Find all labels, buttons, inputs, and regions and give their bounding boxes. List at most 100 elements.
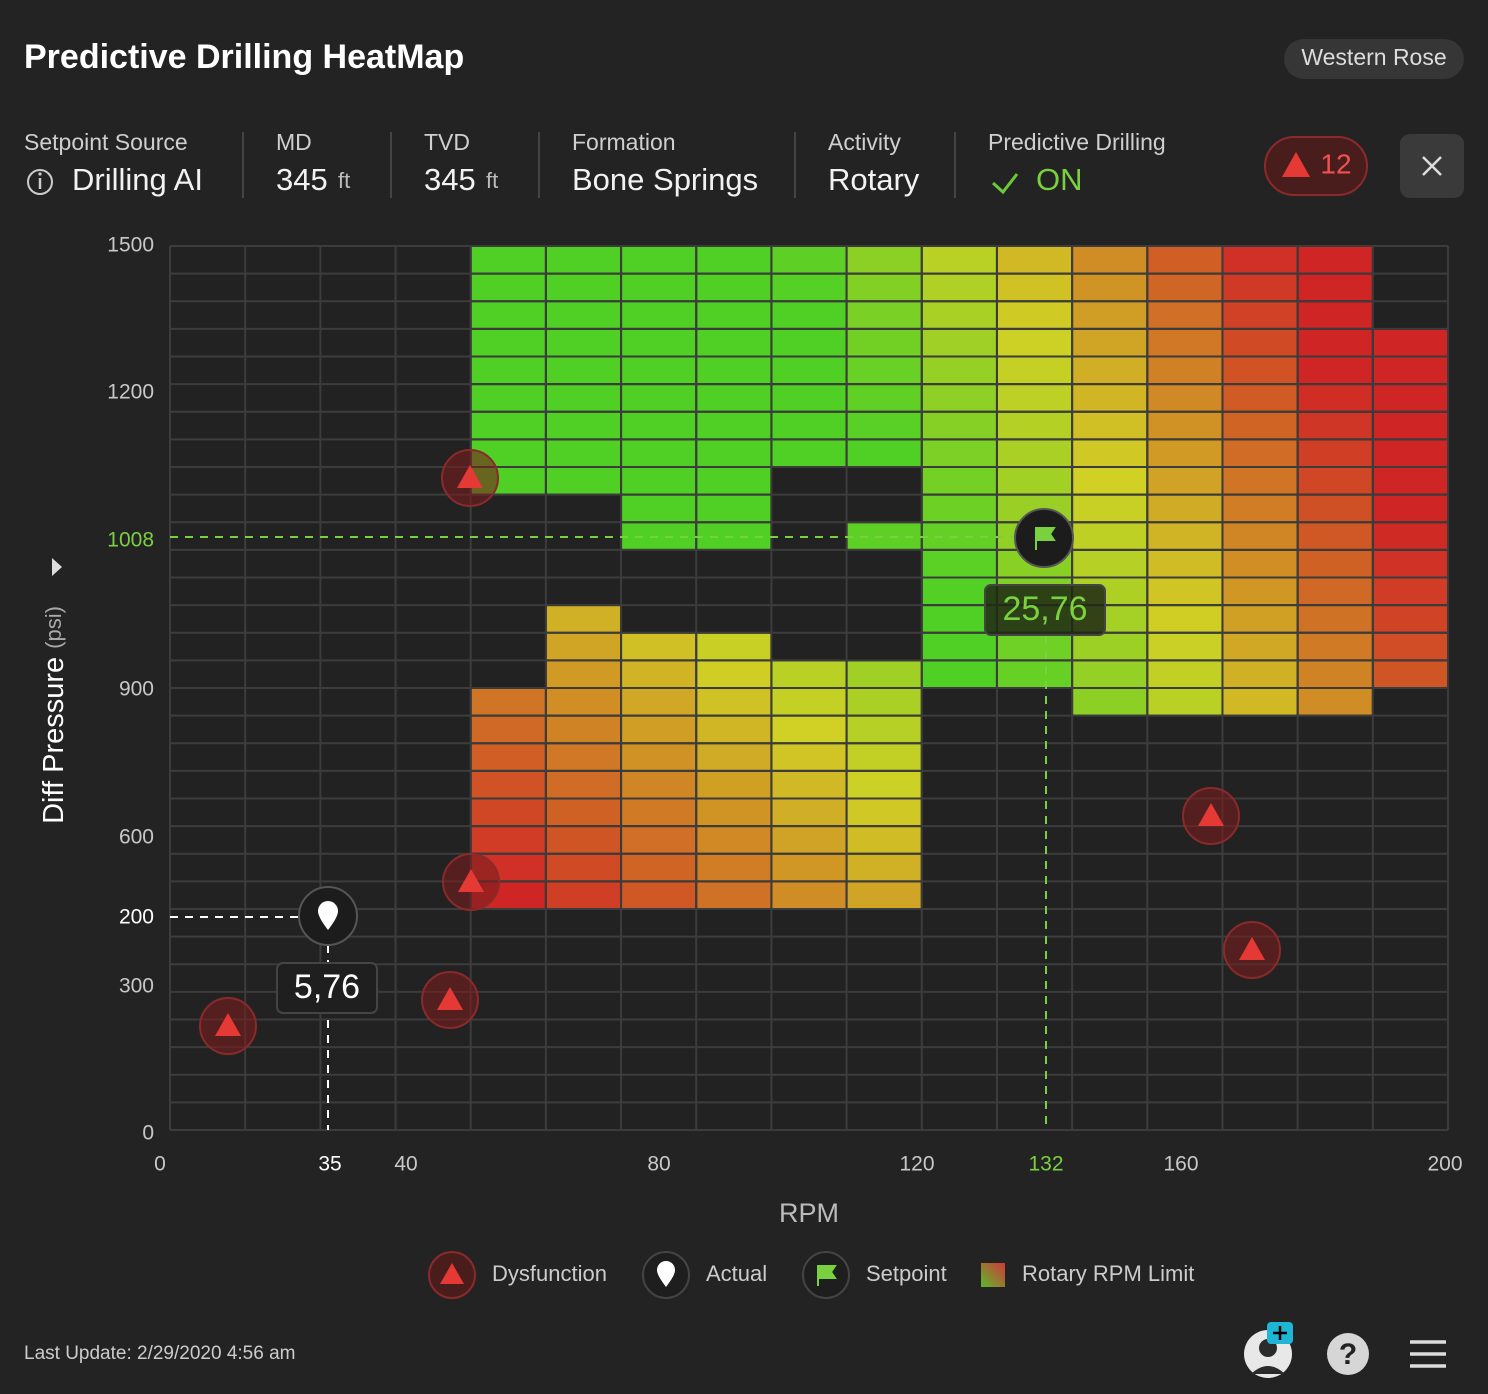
heat-cell	[1073, 302, 1147, 328]
setpoint-label: 25,76	[1002, 590, 1087, 628]
heat-cell	[622, 661, 696, 687]
heat-cell	[1148, 468, 1222, 494]
heat-cell	[922, 329, 996, 356]
heat-cell	[546, 247, 621, 273]
setpoint-label-box	[984, 584, 1106, 636]
stat-label: Setpoint Source	[24, 129, 188, 155]
heat-cell	[1223, 468, 1297, 494]
heat-cell	[1148, 440, 1222, 466]
heat-cell	[1373, 357, 1447, 384]
axis-toggle[interactable]	[52, 558, 62, 576]
y-tick-label: 300	[119, 975, 154, 998]
alert-count: 12	[1320, 148, 1351, 179]
heat-cell	[546, 716, 621, 743]
heat-cell	[1298, 578, 1372, 605]
heat-cell	[697, 771, 771, 798]
heat-cell	[697, 440, 771, 466]
heat-cell	[622, 247, 696, 273]
avatar-plus	[1273, 1326, 1287, 1340]
help-button[interactable]	[1327, 1333, 1369, 1375]
heat-cell	[772, 357, 846, 384]
heat-cell	[1223, 633, 1297, 660]
heat-cell	[546, 689, 621, 715]
heat-cell	[1298, 633, 1372, 660]
stat-value: 345	[276, 162, 328, 197]
heat-cell	[997, 274, 1072, 301]
heat-cell	[997, 357, 1072, 384]
heat-cell	[1073, 385, 1147, 411]
heat-cell	[471, 274, 545, 301]
help-icon: ?	[1339, 1338, 1357, 1371]
heat-cell	[1223, 661, 1297, 687]
heat-cell	[622, 329, 696, 356]
heat-cell	[471, 412, 545, 439]
badge-bg	[1284, 39, 1464, 79]
legend-label: Rotary RPM Limit	[1022, 1261, 1194, 1286]
heat-cell	[622, 827, 696, 853]
heat-cell	[1223, 523, 1297, 549]
heat-cell	[622, 882, 696, 908]
stat-unit: ft	[486, 168, 498, 193]
heat-cell	[772, 440, 846, 466]
menu-button[interactable]	[1410, 1340, 1446, 1368]
heat-cell	[1223, 412, 1297, 439]
heat-cell	[1373, 440, 1447, 466]
heat-cell	[697, 882, 771, 908]
heat-cell	[1223, 606, 1297, 632]
heat-cell	[847, 357, 921, 384]
heat-cell	[1073, 550, 1147, 577]
legend-pin	[657, 1261, 675, 1287]
heat-cell	[622, 689, 696, 715]
heat-cell	[922, 495, 996, 522]
heat-cell	[1073, 661, 1147, 687]
heat-cell	[922, 302, 996, 328]
heat-cell	[697, 274, 771, 301]
heat-cell	[1148, 606, 1222, 632]
heat-cell	[1223, 329, 1297, 356]
heat-cell	[1073, 412, 1147, 439]
heat-cell	[997, 412, 1072, 439]
stats: Setpoint Source Drilling AI MD 345 ft TV…	[24, 129, 1166, 198]
heat-cell	[546, 633, 621, 660]
x-tick-label: 120	[899, 1153, 934, 1176]
badge[interactable]: Western Rose	[1301, 44, 1446, 70]
y-tick-label: 600	[119, 826, 154, 849]
heat-cell	[847, 247, 921, 273]
heat-cell	[471, 302, 545, 328]
heat-cell	[622, 771, 696, 798]
heat-cell	[622, 633, 696, 660]
heat-cell	[697, 302, 771, 328]
heat-cell	[922, 606, 996, 632]
heat-cell	[772, 744, 846, 770]
heat-cell	[1373, 661, 1447, 687]
heat-cell	[697, 799, 771, 826]
heat-cell	[1148, 329, 1222, 356]
heat-cell	[697, 247, 771, 273]
heat-cell	[997, 247, 1072, 273]
x-tick-label: 35	[318, 1153, 341, 1176]
x-tick-label: 40	[394, 1153, 417, 1176]
heat-cell	[471, 385, 545, 411]
heat-cell	[471, 827, 545, 853]
heat-cell	[922, 633, 996, 660]
heat-cell	[546, 854, 621, 881]
alert-button[interactable]	[1264, 136, 1368, 196]
heat-cell	[772, 412, 846, 439]
heat-cell	[697, 633, 771, 660]
stat-label: Formation	[572, 129, 676, 155]
heat-cell	[922, 357, 996, 384]
heat-cell	[1148, 550, 1222, 577]
heat-cell	[622, 302, 696, 328]
heat-cell	[1148, 633, 1222, 660]
heat-cell	[922, 661, 996, 687]
heat-cell	[1223, 495, 1297, 522]
heat-cell	[622, 412, 696, 439]
info-icon[interactable]	[27, 169, 53, 195]
x-tick-label: 200	[1427, 1153, 1462, 1176]
heat-cell	[847, 799, 921, 826]
heat-cell	[922, 468, 996, 494]
heat-cell	[772, 247, 846, 273]
heat-cell	[772, 882, 846, 908]
heat-cell	[546, 771, 621, 798]
y-axis-title: Diff Pressure (psi)	[38, 606, 70, 824]
